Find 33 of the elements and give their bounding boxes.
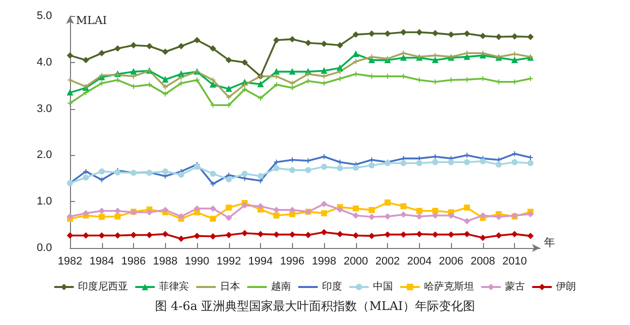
legend-label: 哈萨克斯坦 xyxy=(424,280,474,292)
y-tick-label: 4.0 xyxy=(36,56,52,68)
y-tick-label: 3.0 xyxy=(36,102,52,115)
x-axis-title: 年 xyxy=(544,236,555,249)
legend-label: 伊朗 xyxy=(556,280,576,292)
legend-label: 印度 xyxy=(322,280,342,292)
x-tick-label: 1996 xyxy=(280,256,305,268)
y-tick-label: 1.0 xyxy=(36,196,52,208)
x-tick-label: 1998 xyxy=(312,256,336,268)
x-tick-label: 1984 xyxy=(90,256,114,268)
x-tick-label: 2004 xyxy=(407,256,432,268)
y-tick-label: 5.0 xyxy=(36,10,52,22)
x-tick-label: 1992 xyxy=(216,256,242,268)
x-tick-label: 2000 xyxy=(344,256,368,268)
legend-label: 越南 xyxy=(271,280,291,292)
x-tick-label: 1986 xyxy=(121,256,146,268)
legend-label: 日本 xyxy=(220,280,240,292)
y-tick-label: 2.0 xyxy=(36,149,52,162)
x-tick-label: 2010 xyxy=(502,256,527,268)
y-axis-title: MLAI xyxy=(76,14,107,27)
legend-label: 菲律宾 xyxy=(159,280,189,292)
x-tick-label: 2008 xyxy=(470,256,496,268)
legend-label: 印度尼西亚 xyxy=(78,280,128,292)
x-tick-label: 1982 xyxy=(58,256,82,268)
legend-label: 中国 xyxy=(373,280,393,292)
x-tick-label: 2002 xyxy=(375,256,400,268)
x-tick-label: 1994 xyxy=(248,256,273,268)
legend-label: 蒙古 xyxy=(505,280,525,292)
x-tick-label: 1988 xyxy=(153,256,178,268)
y-tick-label: 0.0 xyxy=(36,242,52,254)
text: 图 4-6a 亚洲典型国家最大叶面积指数（MLAI）年际变化图 xyxy=(155,299,475,313)
x-tick-label: 1990 xyxy=(184,256,210,268)
x-tick-label: 2006 xyxy=(438,256,464,268)
